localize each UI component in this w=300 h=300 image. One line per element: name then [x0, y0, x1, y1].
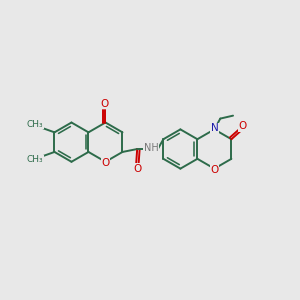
- Text: NH: NH: [144, 143, 158, 153]
- Text: O: O: [133, 164, 141, 174]
- Text: CH₃: CH₃: [26, 155, 43, 164]
- Text: O: O: [210, 165, 218, 175]
- Text: O: O: [238, 122, 246, 131]
- Text: O: O: [100, 99, 109, 109]
- Text: O: O: [101, 158, 110, 168]
- Text: CH₃: CH₃: [26, 120, 43, 129]
- Text: N: N: [211, 123, 218, 134]
